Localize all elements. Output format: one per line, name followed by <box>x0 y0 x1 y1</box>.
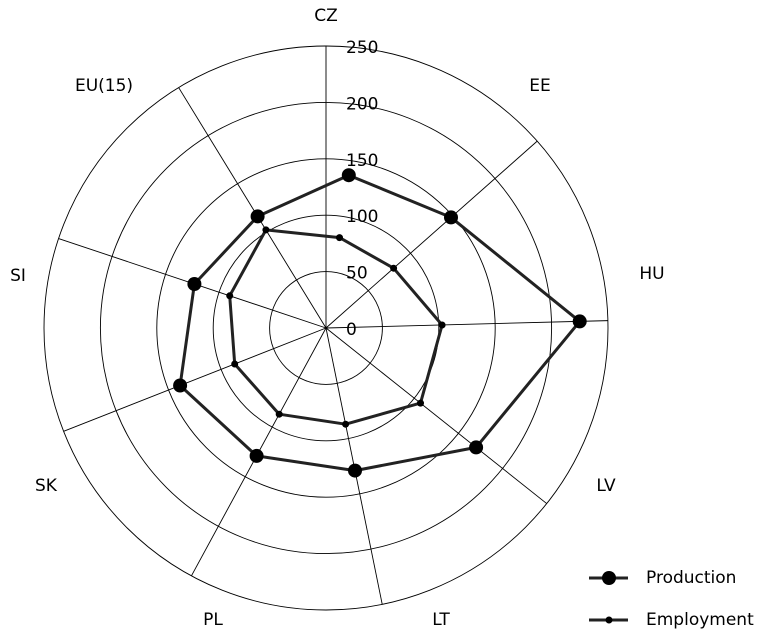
spoke-ee <box>325 140 538 329</box>
axis-label-eu15: EU(15) <box>75 76 133 96</box>
point-employment-cz <box>336 234 343 242</box>
point-production-pl <box>249 448 264 463</box>
spoke-lv <box>325 327 547 504</box>
point-production-sk <box>173 378 188 393</box>
point-employment-si <box>226 292 234 300</box>
point-production-hu <box>572 314 587 329</box>
axis-label-ee: EE <box>529 76 550 96</box>
legend-label-production: Production <box>646 568 736 588</box>
series-line-employment <box>228 228 444 426</box>
series-production <box>173 168 587 478</box>
radar-grid <box>43 45 609 611</box>
axis-label-pl: PL <box>203 610 223 630</box>
axis-label-lt: LT <box>432 610 450 630</box>
point-production-si <box>187 277 202 291</box>
axis-label-hu: HU <box>639 264 664 284</box>
axis-label-si: SI <box>10 266 26 286</box>
tick-label-250: 250 <box>346 38 378 58</box>
spoke-eu15 <box>178 87 327 329</box>
legend-marker-employment <box>605 616 613 624</box>
point-employment-ee <box>390 264 398 272</box>
tick-label-0: 0 <box>346 320 357 340</box>
point-employment-pl <box>275 410 283 418</box>
point-employment-lv <box>417 399 424 407</box>
spoke-sk <box>63 327 327 432</box>
legend-label-employment: Employment <box>646 610 754 630</box>
axis-labels: CZ EE HU LV LT PL SK SI EU(15) <box>10 6 665 630</box>
point-production-eu15 <box>250 209 265 224</box>
legend-item-production: Production <box>589 568 736 588</box>
tick-label-50: 50 <box>346 264 368 284</box>
point-employment-hu <box>438 321 446 329</box>
spoke-hu <box>325 320 608 329</box>
legend: Production Employment <box>589 568 754 630</box>
point-employment-sk <box>231 360 239 368</box>
series-line-production <box>178 173 582 473</box>
radial-tick-labels: 0 50 100 150 200 250 <box>346 38 378 340</box>
legend-item-employment: Employment <box>589 610 754 630</box>
tick-label-100: 100 <box>346 207 378 227</box>
tick-label-150: 150 <box>346 151 378 171</box>
series-layer <box>173 168 587 478</box>
point-production-lt <box>348 463 362 478</box>
axis-label-cz: CZ <box>314 6 338 26</box>
point-production-lv <box>469 440 484 455</box>
point-production-ee <box>444 210 458 225</box>
axis-label-lv: LV <box>596 476 616 496</box>
legend-marker-production <box>602 571 616 585</box>
point-employment-lt <box>342 420 350 428</box>
point-employment-eu15 <box>262 226 270 234</box>
series-employment <box>226 226 446 428</box>
tick-label-200: 200 <box>346 94 378 114</box>
point-production-cz <box>341 168 356 183</box>
axis-label-sk: SK <box>35 476 58 496</box>
